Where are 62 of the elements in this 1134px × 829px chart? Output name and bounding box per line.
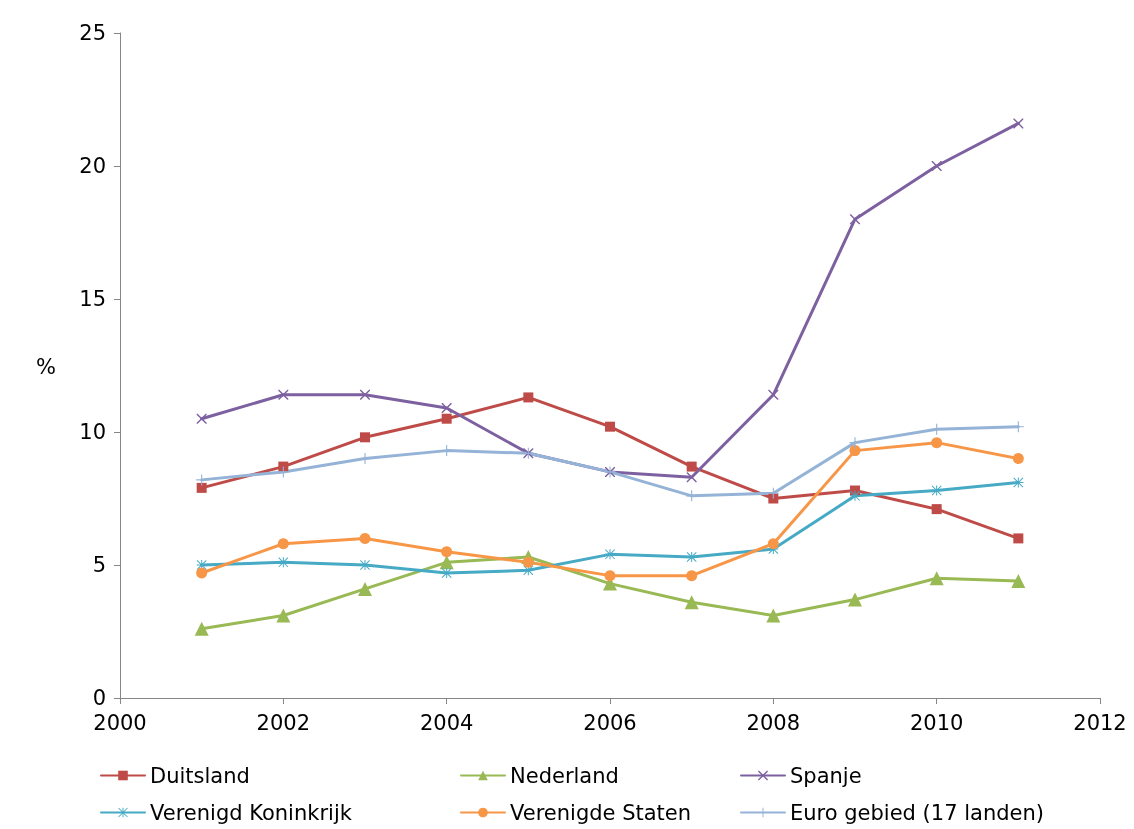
x-tick-label: 2000 bbox=[93, 710, 147, 735]
point bbox=[1011, 573, 1026, 588]
point bbox=[441, 413, 452, 424]
point bbox=[441, 403, 452, 414]
point bbox=[277, 538, 289, 550]
point bbox=[278, 557, 289, 568]
point bbox=[523, 392, 534, 403]
point bbox=[604, 570, 616, 582]
point bbox=[196, 482, 207, 493]
point bbox=[359, 532, 371, 544]
x-tick-label: 2008 bbox=[746, 710, 801, 735]
point bbox=[684, 595, 699, 610]
point bbox=[276, 608, 291, 623]
point bbox=[194, 621, 209, 636]
point bbox=[1013, 118, 1024, 129]
x-tick-label: 2004 bbox=[419, 710, 474, 735]
point bbox=[196, 567, 208, 579]
legend-label: Spanje bbox=[790, 763, 862, 788]
point bbox=[848, 592, 862, 607]
y-axis-title: % bbox=[36, 354, 56, 379]
point bbox=[849, 437, 861, 449]
legend-label: Verenigde Staten bbox=[510, 800, 692, 825]
legend-label: Duitsland bbox=[150, 763, 250, 788]
point bbox=[441, 546, 453, 558]
point bbox=[766, 608, 781, 623]
y-tick-label: 25 bbox=[79, 21, 106, 45]
x-tick-label: 2012 bbox=[1073, 710, 1127, 735]
legend-label: Nederland bbox=[510, 763, 619, 788]
point bbox=[767, 538, 779, 550]
y-tick-label: 10 bbox=[79, 420, 106, 444]
point bbox=[686, 461, 697, 472]
point bbox=[768, 493, 779, 504]
point bbox=[1012, 453, 1024, 465]
point bbox=[850, 214, 860, 225]
legend-label: Verenigd Koninkrijk bbox=[150, 800, 353, 825]
point bbox=[1013, 533, 1024, 544]
point bbox=[522, 556, 534, 568]
y-tick-label: 20 bbox=[79, 154, 106, 178]
point bbox=[931, 437, 943, 449]
point bbox=[358, 581, 372, 596]
point bbox=[605, 421, 615, 432]
y-tick-label: 0 bbox=[92, 686, 106, 710]
point bbox=[360, 432, 370, 443]
point bbox=[768, 389, 779, 400]
legend-label: Euro gebied (17 landen) bbox=[790, 800, 1044, 825]
x-tick-label: 2010 bbox=[909, 710, 964, 735]
point bbox=[196, 413, 207, 424]
point bbox=[360, 389, 370, 400]
point bbox=[929, 571, 944, 586]
point bbox=[931, 504, 942, 515]
x-tick-label: 2006 bbox=[583, 710, 637, 735]
y-tick-label: 15 bbox=[79, 287, 106, 311]
point bbox=[931, 161, 942, 171]
point bbox=[605, 549, 615, 560]
y-tick-label: 5 bbox=[92, 553, 106, 577]
point bbox=[686, 570, 698, 582]
point bbox=[441, 567, 452, 578]
x-tick-label: 2002 bbox=[256, 710, 311, 735]
point bbox=[686, 472, 697, 483]
point bbox=[278, 389, 289, 400]
point bbox=[686, 552, 697, 563]
point bbox=[849, 445, 861, 457]
